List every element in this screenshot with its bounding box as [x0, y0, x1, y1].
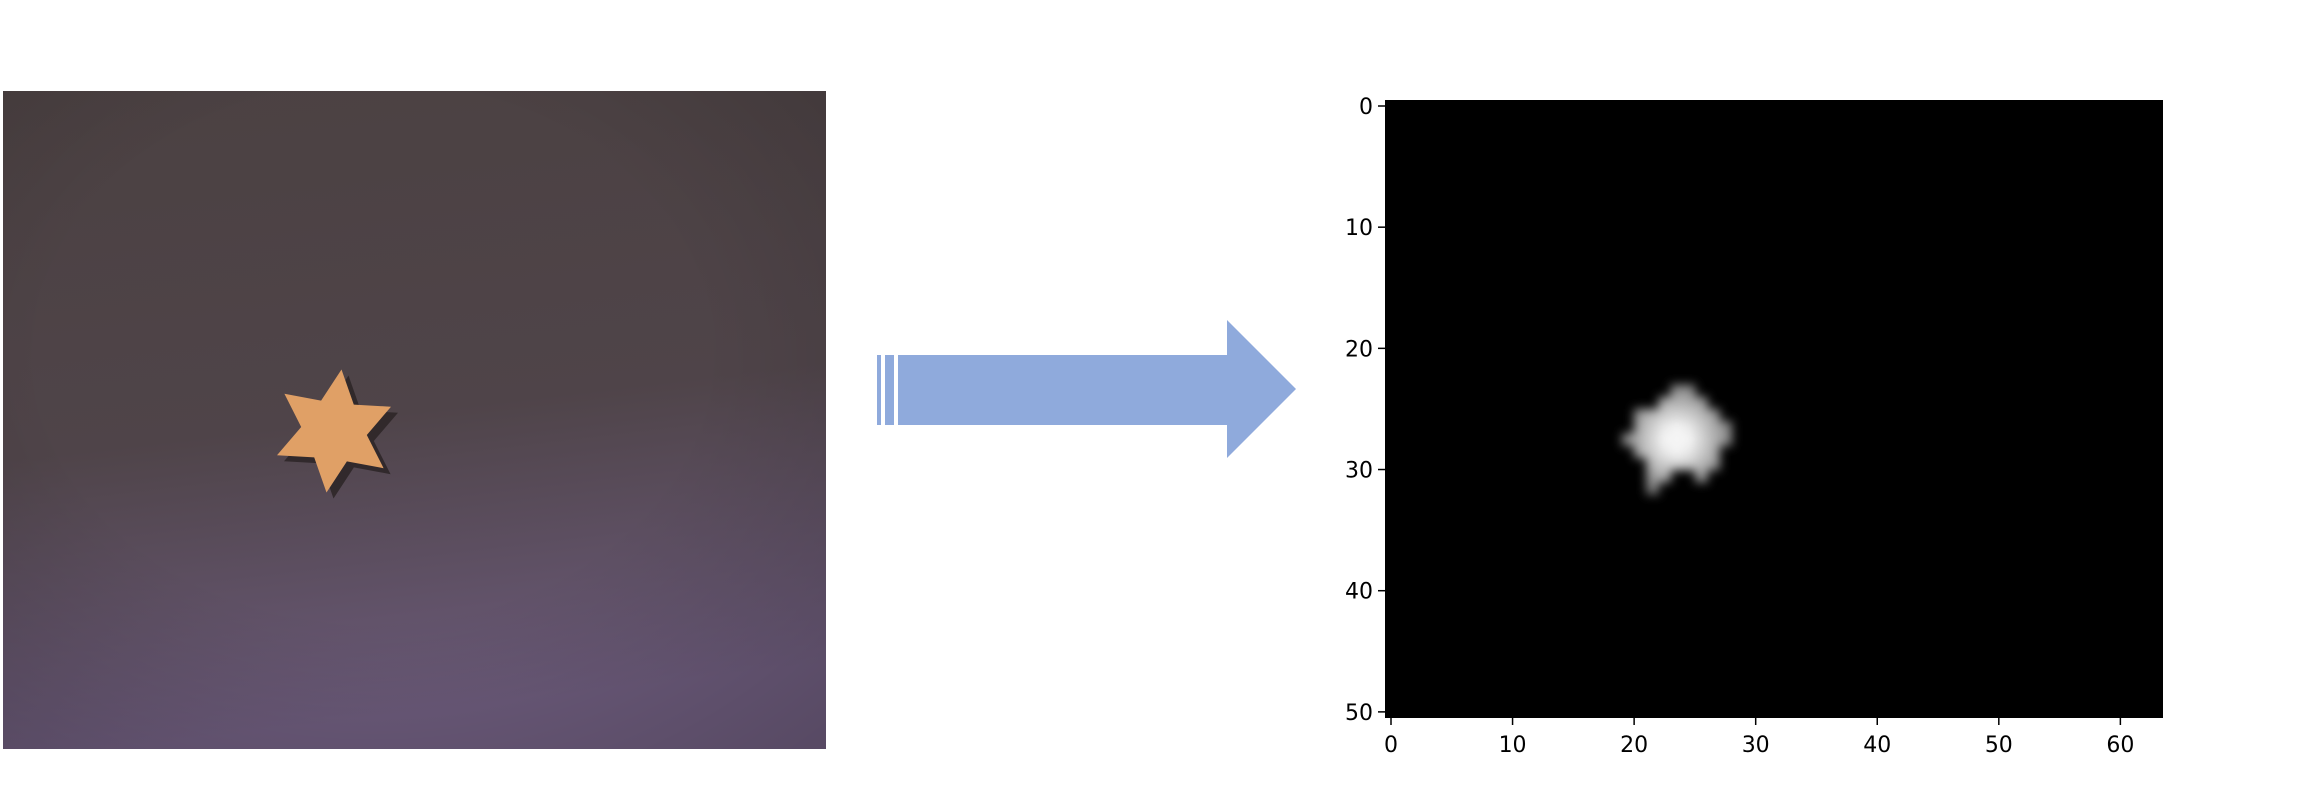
heatmap-cell	[1658, 433, 1672, 446]
heatmap-cell	[1670, 457, 1684, 471]
heatmap-cell	[1694, 433, 1708, 446]
heatmap-cell	[1646, 445, 1660, 458]
heatmap-cell	[1646, 457, 1660, 471]
heatmap-cell	[1682, 421, 1696, 434]
y-tick-label: 10	[1345, 216, 1373, 241]
heatmap-cell	[1646, 469, 1660, 483]
heatmap-cell	[1707, 433, 1720, 446]
heatmap-cell	[1682, 457, 1696, 471]
heatmap-cell	[1707, 409, 1720, 422]
heatmap-cell	[1694, 421, 1708, 434]
x-tick-label: 50	[1985, 733, 2013, 758]
heatmap-cell	[1682, 433, 1696, 446]
y-tick-label: 30	[1345, 459, 1373, 484]
heatmap-plot: 0 10 20 30 40 50 60 0 10 20 30 40 50	[1345, 95, 2163, 758]
x-tick-label: 40	[1863, 733, 1891, 758]
heatmap-cell	[1670, 384, 1684, 398]
heatmap-cell	[1694, 409, 1708, 422]
y-tick-label: 20	[1345, 337, 1373, 362]
heatmap-cell	[1694, 445, 1708, 458]
heatmap-cell	[1646, 409, 1660, 422]
x-tick-label: 60	[2106, 733, 2134, 758]
heatmap-cell	[1694, 396, 1708, 410]
star-icon	[277, 369, 391, 493]
heatmap-cell	[1707, 457, 1720, 471]
x-tick-label: 30	[1742, 733, 1770, 758]
heatmap-cell	[1634, 433, 1647, 446]
heatmap-cell	[1707, 421, 1720, 434]
source-photo	[3, 91, 826, 749]
y-tick-label: 50	[1345, 701, 1373, 726]
heatmap-cell	[1670, 433, 1684, 446]
heatmap-cell	[1634, 409, 1647, 422]
heatmap-cell	[1634, 445, 1647, 458]
heatmap-cell	[1646, 421, 1660, 434]
heatmap-cell	[1658, 396, 1672, 410]
heatmap-cell	[1719, 433, 1732, 446]
heatmap-cell	[1682, 384, 1696, 398]
x-tick-label: 20	[1620, 733, 1648, 758]
x-tick-label: 0	[1384, 733, 1398, 758]
heatmap-cell	[1622, 433, 1635, 446]
heatmap-cell	[1682, 445, 1696, 458]
y-tick-label: 40	[1345, 580, 1373, 605]
y-tick-label: 0	[1359, 95, 1373, 120]
heatmap-cell	[1670, 445, 1684, 458]
heatmap-cell	[1670, 421, 1684, 434]
bright-blob	[1622, 384, 1732, 495]
heatmap-cell	[1658, 457, 1672, 471]
heatmap-cell	[1694, 469, 1708, 483]
heatmap-cell	[1682, 396, 1696, 410]
striped-right-arrow-icon	[877, 320, 1296, 458]
heatmap-cell	[1694, 457, 1708, 471]
y-axis: 0 10 20 30 40 50	[1345, 95, 1385, 726]
heatmap-cell	[1646, 481, 1660, 495]
heatmap-cell	[1658, 469, 1672, 483]
heatmap-cell	[1719, 421, 1732, 434]
heatmap-cell	[1670, 409, 1684, 422]
heatmap-cell	[1658, 445, 1672, 458]
heatmap-cell	[1658, 421, 1672, 434]
x-axis: 0 10 20 30 40 50 60	[1384, 718, 2134, 758]
heatmap-cell	[1658, 409, 1672, 422]
heatmap-cell	[1707, 445, 1720, 458]
heatmap-image	[1385, 100, 2163, 718]
heatmap-cell	[1646, 433, 1660, 446]
x-tick-label: 10	[1499, 733, 1527, 758]
heatmap-cell	[1634, 421, 1647, 434]
heatmap-cell	[1670, 396, 1684, 410]
heatmap-cell	[1682, 409, 1696, 422]
